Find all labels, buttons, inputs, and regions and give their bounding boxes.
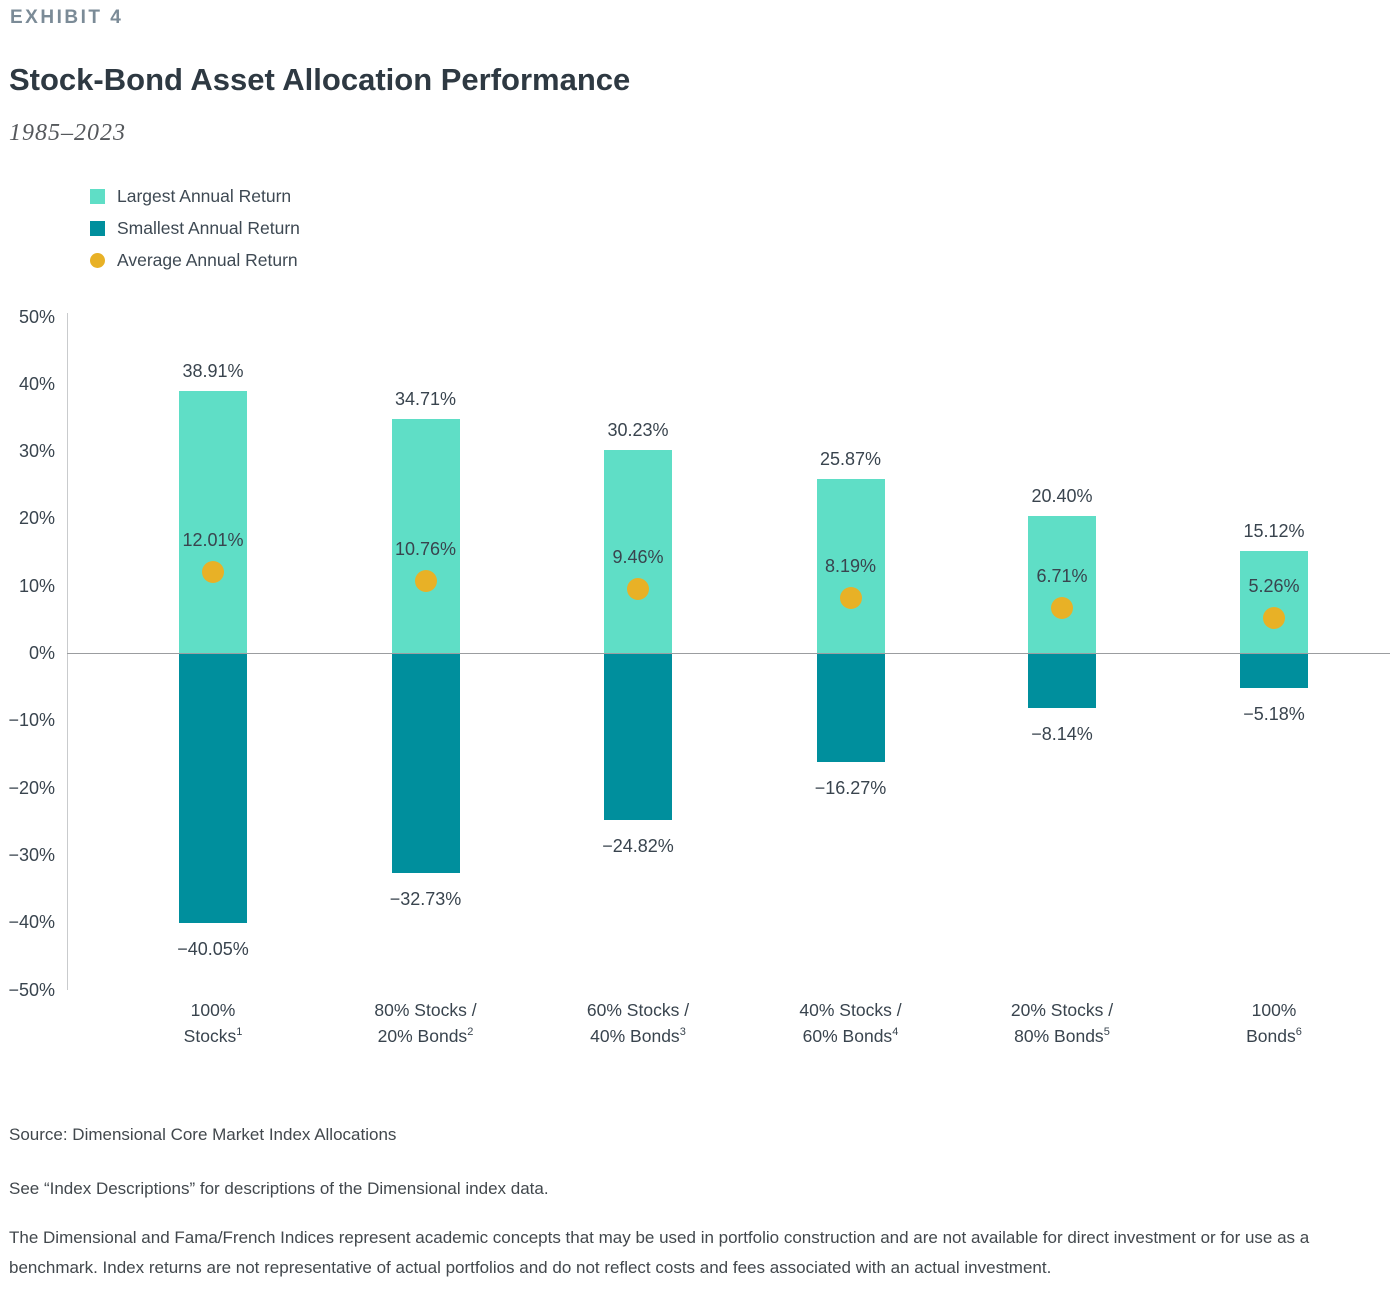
largest-return-bar bbox=[1028, 515, 1096, 653]
category-line2: 20% Bonds2 bbox=[377, 1026, 474, 1046]
smallest-return-bar bbox=[179, 653, 247, 923]
smallest-return-bar bbox=[1028, 653, 1096, 708]
category-footnote: 5 bbox=[1103, 1026, 1110, 1039]
y-tick-label: −50% bbox=[8, 979, 55, 1000]
category-line2: 40% Bonds3 bbox=[590, 1026, 686, 1046]
average-return-label: 9.46% bbox=[612, 547, 664, 568]
legend-largest-swatch-icon bbox=[90, 188, 105, 204]
category-line1: 60% Stocks / bbox=[586, 1000, 690, 1020]
legend-item-largest: Largest Annual Return bbox=[90, 180, 300, 212]
largest-return-label: 34.71% bbox=[394, 389, 457, 410]
y-tick-label: −10% bbox=[8, 710, 55, 731]
average-return-dot bbox=[1051, 596, 1073, 619]
y-tick-label: 10% bbox=[18, 575, 55, 596]
smallest-return-label: −5.18% bbox=[1243, 703, 1305, 724]
average-return-label: 6.71% bbox=[1036, 565, 1088, 586]
legend-item-average: Average Annual Return bbox=[90, 244, 300, 276]
legend-smallest-swatch-icon bbox=[90, 220, 105, 236]
largest-return-label: 25.87% bbox=[819, 448, 882, 469]
exhibit-label: EXHIBIT 4 bbox=[10, 7, 124, 28]
largest-return-label: 30.23% bbox=[607, 419, 669, 440]
largest-return-label: 20.40% bbox=[1031, 485, 1093, 506]
category-line1: 100% bbox=[190, 1000, 236, 1020]
y-tick-label: −40% bbox=[8, 912, 55, 933]
legend-label: Smallest Annual Return bbox=[117, 217, 300, 238]
legend-average-dot-icon bbox=[90, 252, 105, 268]
largest-return-bar bbox=[816, 478, 885, 653]
x-category-label: 20% Stocks / 80% Bonds5 bbox=[967, 997, 1157, 1049]
largest-return-bar bbox=[391, 419, 460, 653]
y-tick-label: −30% bbox=[8, 844, 55, 865]
page-title: Stock-Bond Asset Allocation Performance bbox=[9, 62, 631, 97]
smallest-return-bar bbox=[1240, 653, 1308, 688]
largest-return-bar bbox=[179, 391, 247, 653]
source-note: Source: Dimensional Core Market Index Al… bbox=[9, 1125, 397, 1144]
y-tick-label: 0% bbox=[28, 643, 55, 663]
smallest-return-label: −40.05% bbox=[177, 938, 249, 959]
y-tick-label: −20% bbox=[8, 777, 55, 798]
index-descriptions-note: See “Index Descriptions” for description… bbox=[9, 1179, 549, 1198]
y-tick-label: 20% bbox=[18, 508, 55, 529]
average-return-dot bbox=[414, 569, 437, 592]
average-return-label: 12.01% bbox=[182, 530, 244, 551]
smallest-return-label: −8.14% bbox=[1031, 723, 1093, 744]
largest-return-label: 15.12% bbox=[1243, 521, 1305, 542]
category-line1: 40% Stocks / bbox=[799, 1000, 902, 1020]
x-category-label: 80% Stocks / 20% Bonds2 bbox=[331, 997, 521, 1049]
x-category-label: 100% Bonds6 bbox=[1179, 997, 1369, 1049]
category-line2: Bonds6 bbox=[1246, 1026, 1302, 1046]
average-return-dot bbox=[839, 586, 862, 609]
category-footnote: 6 bbox=[1295, 1026, 1302, 1039]
chart-area: 50% 40% 30% 20% 10% 0% −10% −20% −30% −40% −50% 38.… bbox=[0, 300, 1397, 1090]
largest-return-bar bbox=[1240, 551, 1308, 653]
y-tick-label: 30% bbox=[18, 441, 55, 462]
smallest-return-bar bbox=[391, 653, 460, 874]
largest-return-label: 38.91% bbox=[182, 361, 244, 382]
y-tick-label: 50% bbox=[18, 306, 55, 327]
y-axis-line bbox=[67, 313, 68, 990]
smallest-return-bar bbox=[816, 653, 885, 763]
legend-label: Average Annual Return bbox=[117, 249, 298, 270]
category-line2: Stocks1 bbox=[183, 1026, 243, 1046]
category-footnote: 3 bbox=[679, 1026, 686, 1039]
smallest-return-label: −16.27% bbox=[814, 778, 887, 799]
disclaimer-text: The Dimensional and Fama/French Indices … bbox=[9, 1228, 1310, 1277]
average-return-label: 5.26% bbox=[1248, 575, 1300, 596]
category-line2: 80% Bonds5 bbox=[1014, 1026, 1110, 1046]
date-range-subtitle: 1985–2023 bbox=[9, 120, 126, 146]
largest-return-bar bbox=[604, 449, 672, 653]
x-category-label: 40% Stocks / 60% Bonds4 bbox=[756, 997, 946, 1049]
smallest-return-label: −32.73% bbox=[389, 889, 462, 910]
legend-label: Largest Annual Return bbox=[117, 185, 292, 206]
x-category-label: 100% Stocks1 bbox=[118, 997, 308, 1049]
average-return-dot bbox=[627, 578, 649, 601]
category-line1: 100% bbox=[1251, 1000, 1297, 1020]
legend-item-smallest: Smallest Annual Return bbox=[90, 212, 300, 244]
zero-baseline bbox=[67, 653, 1390, 654]
average-return-dot bbox=[1263, 606, 1285, 629]
category-line2: 60% Bonds4 bbox=[802, 1026, 899, 1046]
average-return-dot bbox=[202, 561, 224, 584]
category-footnote: 1 bbox=[236, 1026, 243, 1039]
category-line1: 20% Stocks / bbox=[1010, 1000, 1114, 1020]
category-footnote: 4 bbox=[892, 1026, 899, 1039]
average-return-label: 8.19% bbox=[824, 555, 877, 576]
category-line1: 80% Stocks / bbox=[374, 1000, 477, 1020]
y-tick-label: 40% bbox=[18, 373, 55, 394]
smallest-return-bar bbox=[604, 653, 672, 821]
chart-legend: Largest Annual Return Smallest Annual Ret… bbox=[90, 180, 300, 276]
category-footnote: 2 bbox=[467, 1026, 474, 1039]
average-return-label: 10.76% bbox=[394, 538, 457, 559]
smallest-return-label: −24.82% bbox=[602, 836, 674, 857]
x-category-label: 60% Stocks / 40% Bonds3 bbox=[543, 997, 733, 1049]
